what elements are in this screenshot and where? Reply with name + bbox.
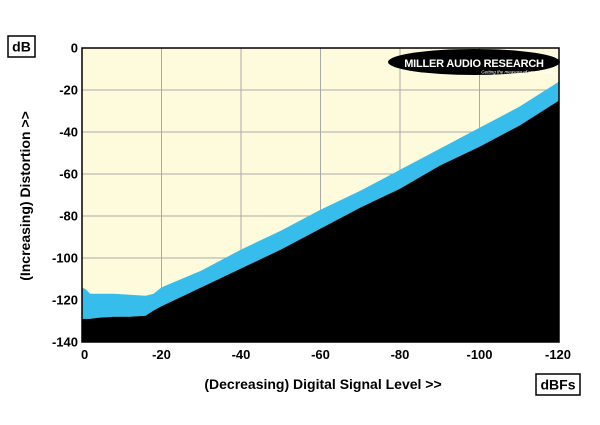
y-tick-label: -80 xyxy=(59,209,78,224)
y-unit-box: dB xyxy=(7,35,36,58)
logo-tagline: Getting the measure of sound quality xyxy=(481,70,555,75)
y-tick-label: -60 xyxy=(59,167,78,182)
x-tick-label: -120 xyxy=(545,347,571,362)
noise-floor-area xyxy=(82,100,559,342)
y-tick-label: 0 xyxy=(71,41,78,56)
x-tick-label: -80 xyxy=(391,347,410,362)
x-tick-label: 0 xyxy=(81,347,88,362)
x-tick-label: -40 xyxy=(232,347,251,362)
x-tick-label: -20 xyxy=(152,347,171,362)
y-tick-label: -140 xyxy=(52,335,78,350)
y-axis-ticks: 0 -20 -40 -60 -80 -100 -120 -140 xyxy=(52,41,78,350)
x-unit-label: dBFs xyxy=(541,377,576,393)
y-tick-label: -20 xyxy=(59,83,78,98)
y-tick-label: -120 xyxy=(52,293,78,308)
plot-frame xyxy=(81,47,560,343)
y-tick-label: -40 xyxy=(59,125,78,140)
distortion-band-area xyxy=(82,81,559,319)
x-unit-box: dBFs xyxy=(535,373,581,396)
logo: MILLER AUDIO RESEARCH Getting the measur… xyxy=(388,49,560,75)
y-unit-label: dB xyxy=(12,39,31,55)
y-tick-label: -100 xyxy=(52,251,78,266)
x-axis-ticks: 0 -20 -40 -60 -80 -100 -120 xyxy=(81,347,571,362)
logo-brand: MILLER AUDIO RESEARCH xyxy=(404,58,544,70)
x-tick-label: -100 xyxy=(466,347,492,362)
x-tick-label: -60 xyxy=(311,347,330,362)
y-axis-title: (Increasing) Distortion >> xyxy=(17,111,33,281)
x-axis-title: (Decreasing) Digital Signal Level >> xyxy=(204,376,441,392)
